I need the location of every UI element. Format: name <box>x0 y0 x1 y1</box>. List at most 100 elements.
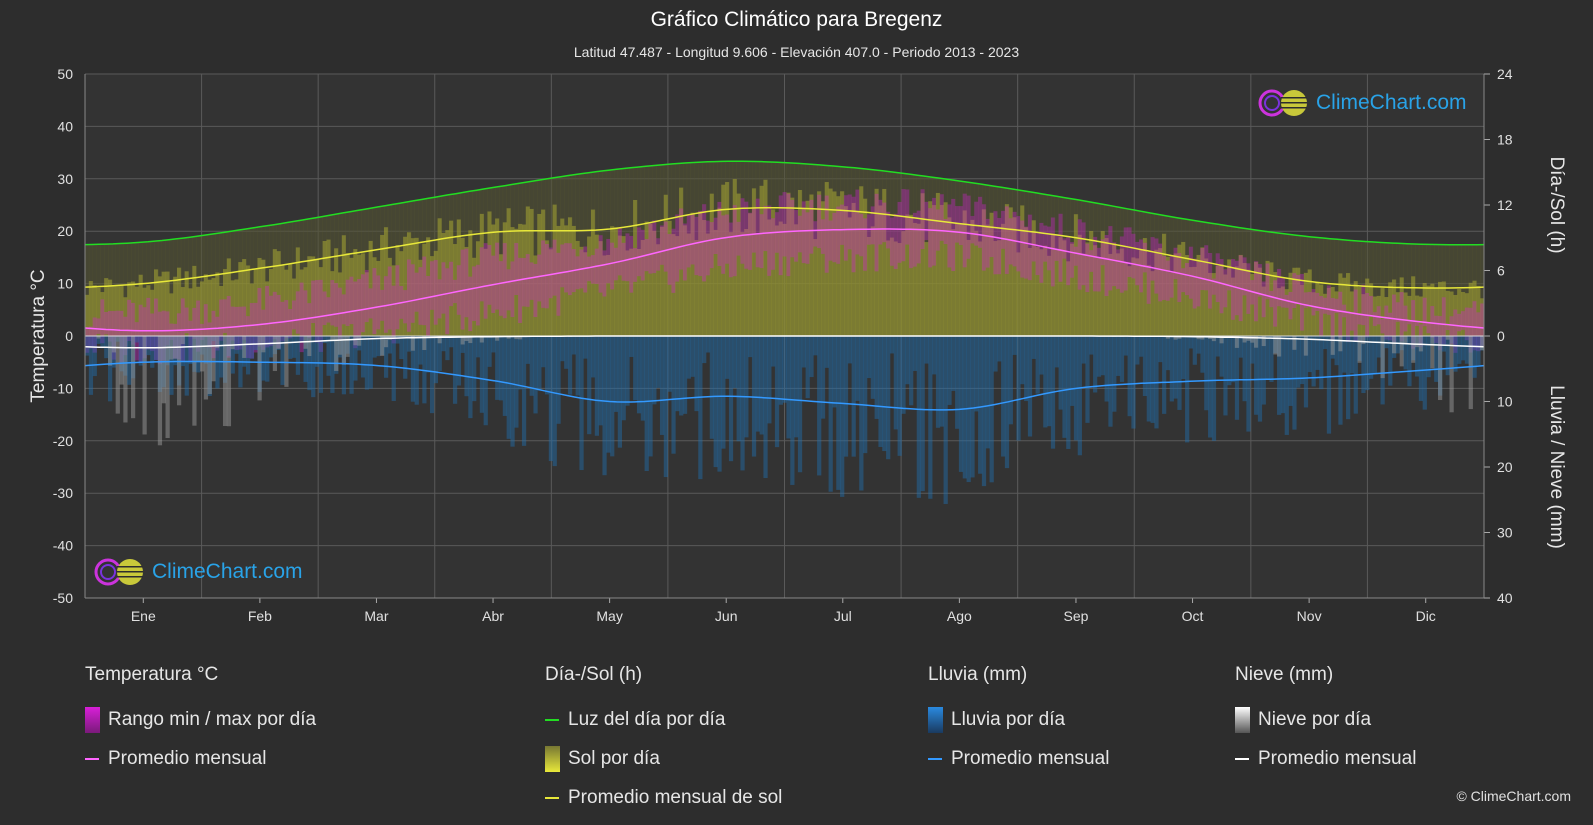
sun-bar <box>1165 256 1171 336</box>
rain-bar <box>1280 336 1286 414</box>
temp-range-bar <box>219 299 224 341</box>
sun-bar <box>1104 238 1109 336</box>
snow-bar <box>1357 336 1362 363</box>
daylight-bar <box>1449 244 1454 336</box>
temp-range-bar <box>380 289 385 321</box>
temp-range-bar <box>1104 235 1109 297</box>
rain-bar <box>502 336 508 416</box>
temp-range-bar <box>288 309 293 339</box>
temp-range-bar <box>985 218 990 268</box>
x-tick-label: Oct <box>1182 608 1204 624</box>
rain-bar <box>610 336 615 457</box>
sun-bar <box>433 250 439 336</box>
sun-bar <box>1453 294 1458 336</box>
temp-range-bar <box>1277 268 1282 307</box>
temp-range-bar <box>376 275 381 330</box>
temp-range-bar <box>265 285 270 348</box>
temp-range-bar <box>1081 222 1086 286</box>
sun-bar <box>345 253 350 336</box>
sun-bar <box>403 236 408 336</box>
sun-bar <box>767 219 772 336</box>
sun-bar <box>1300 284 1305 336</box>
sun-bar <box>859 186 864 336</box>
temp-range-bar <box>1280 277 1286 308</box>
temp-range-bar <box>230 306 235 341</box>
temp-range-bar <box>1449 316 1454 344</box>
snow-bar <box>514 336 519 340</box>
temp-range-bar <box>583 246 588 293</box>
sun-bar <box>1119 248 1125 336</box>
sun-bar <box>947 217 952 336</box>
temp-range-bar <box>636 227 642 277</box>
rain-bar <box>1246 336 1251 432</box>
rain-bar <box>514 336 519 428</box>
temp-range-bar <box>556 252 561 316</box>
temp-range-bar <box>993 211 998 275</box>
temp-range-bar <box>1200 248 1205 291</box>
sun-bar <box>732 178 737 336</box>
rain-bar <box>464 336 469 397</box>
temp-range-bar <box>1342 304 1347 318</box>
daylight-bar <box>1418 244 1424 336</box>
logo-top[interactable]: ClimeChart.com <box>1258 88 1467 118</box>
temp-range-bar <box>1273 280 1278 327</box>
temp-range-bar <box>188 320 193 362</box>
temp-range-bar <box>855 189 860 255</box>
sun-bar <box>1445 290 1450 336</box>
snow-bar <box>222 336 228 427</box>
sun-bar <box>234 279 239 336</box>
sun-bar <box>1269 262 1274 336</box>
rain-bar <box>180 336 186 367</box>
sun-bar <box>1020 205 1025 336</box>
snow-bar <box>1234 336 1240 348</box>
rain-bar <box>487 336 492 367</box>
temp-range-bar <box>449 261 454 307</box>
sun-bar <box>111 285 117 336</box>
temp-range-bar <box>813 221 818 247</box>
rain-bar <box>107 336 113 402</box>
sun-bar <box>295 247 301 336</box>
temp-range-bar <box>786 193 791 277</box>
sun-bar <box>636 248 642 336</box>
rain-bar <box>326 336 331 376</box>
daylight-bar <box>1453 244 1458 336</box>
temp-range-bar <box>828 220 833 261</box>
rain-bar <box>575 336 580 396</box>
sun-bar <box>475 241 481 336</box>
temp-range-bar <box>725 214 730 264</box>
sun-bar <box>997 240 1002 336</box>
temp-range-bar <box>387 266 393 330</box>
sun-bar <box>1441 281 1447 336</box>
y-left-tick-label: -20 <box>53 433 73 449</box>
rain-bar <box>1196 336 1201 354</box>
sun-bar <box>644 221 649 336</box>
temp-range-bar <box>257 287 262 347</box>
rain-bar <box>188 336 193 364</box>
rain-bar <box>993 336 998 372</box>
sun-bar <box>307 256 312 336</box>
sun-bar <box>104 278 109 336</box>
temp-range-bar <box>196 300 201 352</box>
sun-bar <box>180 287 186 336</box>
temp-range-bar <box>1058 213 1063 282</box>
sun-bar <box>514 228 519 336</box>
snow-bar <box>257 336 262 401</box>
rain-bar <box>759 336 764 435</box>
rain-bar <box>564 336 569 369</box>
y-left-tick-label: -30 <box>53 485 73 501</box>
snow-bar <box>307 336 312 357</box>
temp-range-bar <box>1035 232 1040 276</box>
sun-bar <box>851 202 856 336</box>
rain-bar <box>659 336 665 435</box>
temp-range-bar <box>506 269 511 311</box>
sun-bar <box>1338 273 1343 336</box>
sun-bar <box>203 274 209 336</box>
sun-bar <box>460 237 465 336</box>
logo-bottom[interactable]: ClimeChart.com <box>94 557 303 587</box>
temp-range-bar <box>1441 297 1447 345</box>
sun-bar <box>717 207 722 336</box>
sun-bar <box>479 213 485 336</box>
sun-bar <box>667 220 672 336</box>
sun-bar <box>725 182 730 336</box>
temp-range-bar <box>1307 291 1312 306</box>
